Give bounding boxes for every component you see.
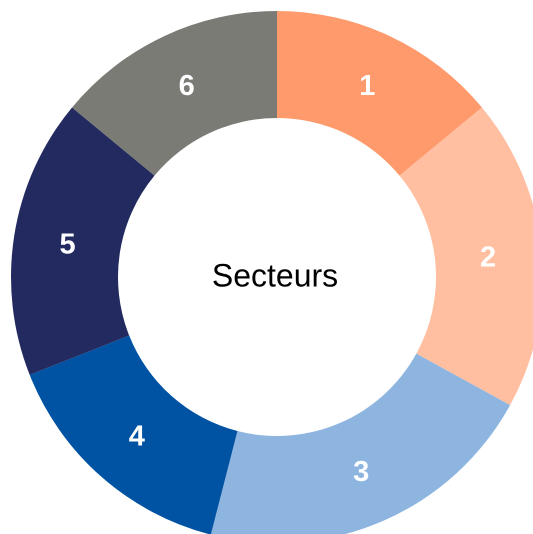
segment-label: 4 (129, 421, 145, 453)
donut-segment (277, 11, 482, 176)
center-label: Secteurs (212, 257, 338, 293)
segment-label: 3 (353, 456, 369, 488)
donut-segment (72, 11, 277, 176)
donut-segment (399, 107, 533, 406)
segment-label: 5 (60, 228, 76, 260)
segment-label: 2 (480, 242, 496, 274)
donut-segment (11, 107, 155, 375)
donut-segment (29, 335, 238, 534)
segment-label: 6 (179, 70, 195, 102)
donut-segment (211, 353, 511, 534)
segment-label: 1 (359, 70, 375, 102)
